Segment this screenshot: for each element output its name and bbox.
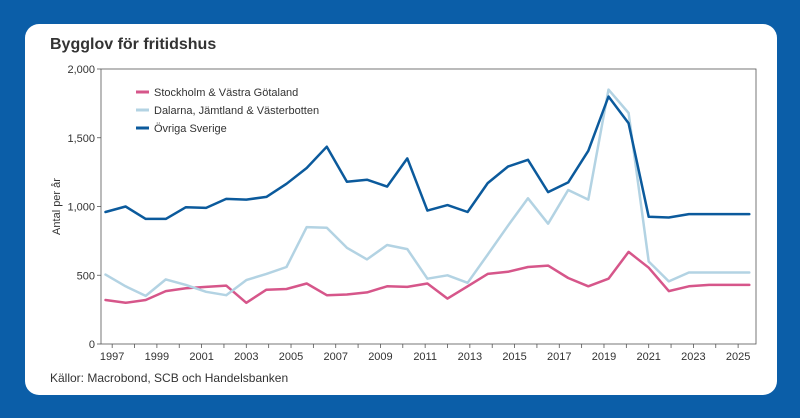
chart-card — [25, 24, 777, 395]
series-line — [104, 88, 751, 298]
legend-label: Dalarna, Jämtland & Västerbotten — [154, 105, 319, 117]
x-tick-label: 2025 — [726, 351, 750, 363]
x-tick-label: 2021 — [636, 351, 660, 363]
x-tick-label: 2001 — [189, 351, 213, 363]
legend-label: Stockholm & Västra Götaland — [154, 87, 298, 99]
series-line — [104, 95, 751, 221]
legend-label: Övriga Sverige — [154, 123, 227, 135]
x-tick-label: 2007 — [323, 351, 347, 363]
y-tick-label: 0 — [89, 339, 95, 351]
series-lines — [104, 88, 751, 305]
x-tick-label: 2011 — [413, 351, 437, 363]
axes: 0 500 1,000 1,500 2,000 1997 1999 2001 2003 2005 2… — [51, 64, 757, 363]
x-tick-label: 2019 — [592, 351, 616, 363]
source-note: Källor: Macrobond, SCB och Handelsbanken — [50, 371, 289, 385]
y-axis-label: Antal per år — [51, 178, 63, 235]
x-tick-label: 2013 — [458, 351, 482, 363]
x-tick-label: 1997 — [100, 351, 124, 363]
series-line — [104, 250, 751, 305]
y-tick-label: 1,500 — [67, 133, 95, 145]
x-tick-label: 2023 — [681, 351, 705, 363]
y-tick-label: 500 — [77, 270, 95, 282]
x-tick-label: 1999 — [145, 351, 169, 363]
x-tick-label: 2017 — [547, 351, 571, 363]
x-tick-label: 2005 — [279, 351, 303, 363]
y-tick-label: 2,000 — [67, 64, 95, 76]
legend: Stockholm & Västra Götaland Dalarna, Jämt… — [136, 87, 319, 135]
x-tick-label: 2015 — [502, 351, 526, 363]
x-tick-label: 2003 — [234, 351, 258, 363]
x-tick-label: 2009 — [368, 351, 392, 363]
y-tick-label: 1,000 — [67, 202, 95, 214]
chart-title: Bygglov för fritidshus — [50, 36, 217, 53]
